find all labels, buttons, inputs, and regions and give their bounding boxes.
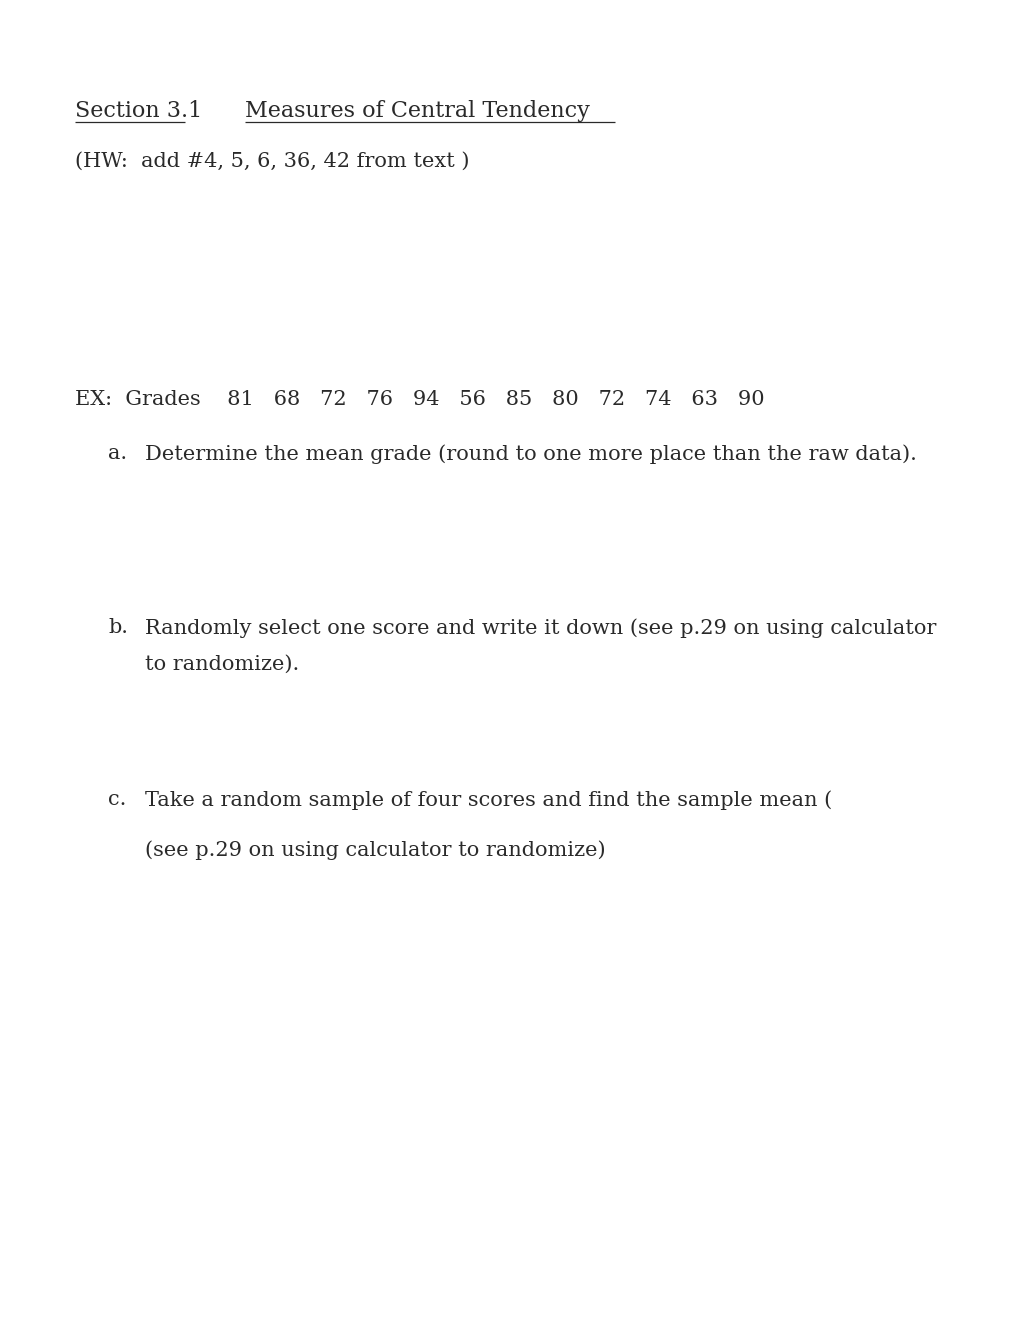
Text: Measures of Central Tendency: Measures of Central Tendency <box>245 100 589 121</box>
Text: (see p.29 on using calculator to randomize): (see p.29 on using calculator to randomi… <box>145 840 605 859</box>
Text: to randomize).: to randomize). <box>145 655 299 675</box>
Text: Randomly select one score and write it down (see p.29 on using calculator: Randomly select one score and write it d… <box>145 618 935 638</box>
Text: b.: b. <box>108 618 127 638</box>
Text: Take a random sample of four scores and find the sample mean (: Take a random sample of four scores and … <box>145 789 832 809</box>
Text: EX:  Grades    81   68   72   76   94   56   85   80   72   74   63   90: EX: Grades 81 68 72 76 94 56 85 80 72 74… <box>75 389 764 409</box>
Text: (HW:  add #4, 5, 6, 36, 42 from text ): (HW: add #4, 5, 6, 36, 42 from text ) <box>75 152 469 172</box>
Text: Section 3.1: Section 3.1 <box>75 100 202 121</box>
Text: a.: a. <box>108 444 127 463</box>
Text: Determine the mean grade (round to one more place than the raw data).: Determine the mean grade (round to one m… <box>145 444 916 463</box>
Text: c.: c. <box>108 789 126 809</box>
